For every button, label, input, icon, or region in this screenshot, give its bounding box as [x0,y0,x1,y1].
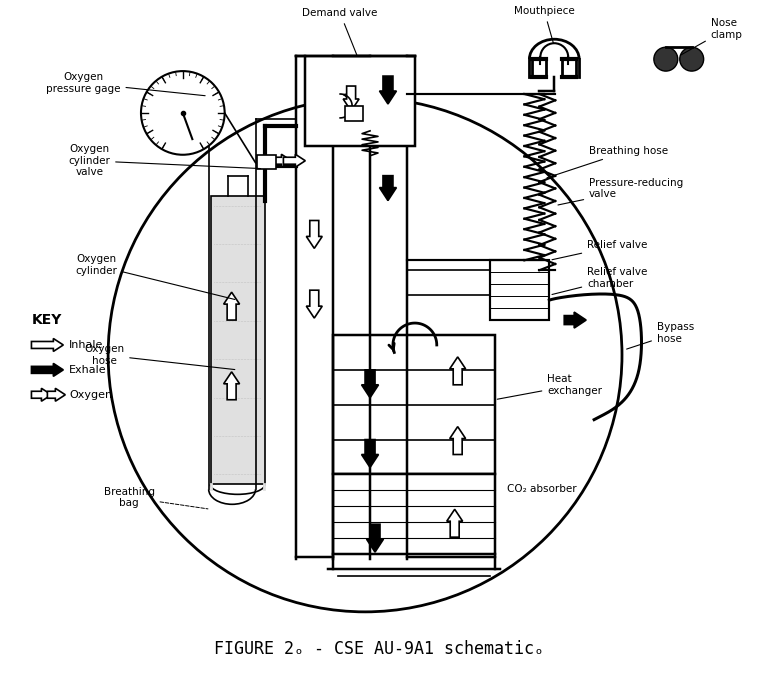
FancyArrow shape [564,312,586,328]
FancyArrow shape [343,86,359,111]
Text: Oxygen
cylinder
valve: Oxygen cylinder valve [68,144,260,177]
Text: Breathing hose: Breathing hose [547,146,668,178]
Bar [211,196,266,485]
FancyArrow shape [283,154,305,167]
FancyArrow shape [450,357,465,385]
Text: KEY: KEY [31,313,61,327]
FancyArrow shape [307,221,323,248]
Bar [257,155,276,169]
FancyArrow shape [361,370,379,398]
FancyArrow shape [47,388,65,401]
FancyArrow shape [367,524,383,552]
Text: Exhale: Exhale [69,365,107,375]
Text: Breathing
bag: Breathing bag [103,487,208,509]
Text: Nose
clamp: Nose clamp [681,18,742,55]
FancyArrow shape [361,439,379,468]
Bar [305,56,415,146]
Text: Heat
exchanger: Heat exchanger [497,374,603,399]
Text: Relief valve
chamber: Relief valve chamber [552,267,647,295]
Text: Inhale: Inhale [69,340,104,350]
FancyArrow shape [380,176,396,201]
FancyArrow shape [450,427,465,454]
Circle shape [680,47,704,71]
FancyArrow shape [224,292,240,320]
Text: Oxygen
pressure gage: Oxygen pressure gage [46,72,205,96]
Text: Bypass
hose: Bypass hose [627,322,694,349]
Bar [345,106,363,121]
FancyArrow shape [31,363,63,376]
Text: CO₂ absorber: CO₂ absorber [508,485,577,495]
Text: Demand valve: Demand valve [303,8,378,56]
Text: Pressure-reducing
valve: Pressure-reducing valve [558,178,683,205]
Text: Mouthpiece: Mouthpiece [514,6,575,44]
Text: Oxygen
cylinder: Oxygen cylinder [75,254,235,299]
FancyArrow shape [224,372,240,400]
Text: FIGURE 2ₒ - CSE AU-9A1 schematicₒ: FIGURE 2ₒ - CSE AU-9A1 schematicₒ [214,640,544,658]
Circle shape [141,71,225,155]
Text: Oxygen: Oxygen [69,390,112,400]
FancyArrow shape [31,339,63,351]
FancyArrow shape [31,388,52,401]
FancyArrow shape [269,154,291,167]
Bar [333,474,495,554]
FancyArrow shape [380,76,396,104]
Bar [333,335,495,474]
FancyArrow shape [307,290,323,318]
Text: Relief valve: Relief valve [552,240,647,260]
Bar [490,260,550,320]
Text: Oxygen
hose: Oxygen hose [84,344,235,369]
FancyArrow shape [447,509,463,537]
Circle shape [653,47,678,71]
